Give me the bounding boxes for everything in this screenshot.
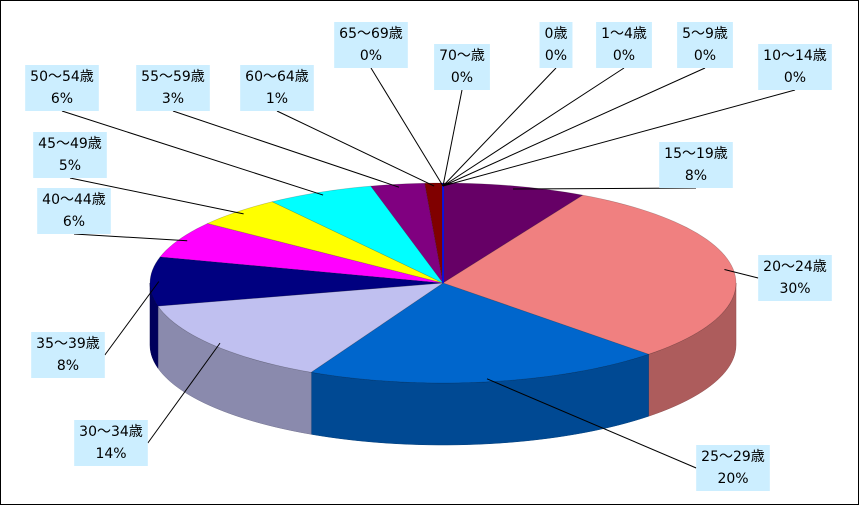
data-label: 10〜14歳 0% xyxy=(442,44,832,187)
data-label: 55〜59歳 3% xyxy=(136,65,400,188)
pie-slice xyxy=(370,182,444,284)
label-box xyxy=(758,44,832,90)
category-label: 1〜4歳 xyxy=(601,26,647,42)
data-label: 25〜29歳 20% xyxy=(486,378,770,491)
category-label: 55〜59歳 xyxy=(141,69,205,85)
value-label: 8% xyxy=(57,358,79,374)
leader-line xyxy=(442,67,706,187)
label-box xyxy=(596,22,652,68)
data-label: 60〜64歳 1% xyxy=(240,65,435,187)
data-label: 5〜9歳 0% xyxy=(442,22,733,187)
data-label: 65〜69歳 0% xyxy=(334,22,444,187)
value-label: 0% xyxy=(784,70,806,86)
value-label: 30% xyxy=(779,281,810,297)
data-label: 45〜49歳 5% xyxy=(33,132,244,215)
leader-line xyxy=(69,177,244,215)
leader-line xyxy=(486,378,697,469)
label-box xyxy=(758,255,832,301)
value-label: 5% xyxy=(59,158,81,174)
label-box xyxy=(334,22,408,68)
label-box xyxy=(240,65,314,111)
leader-line xyxy=(442,89,463,187)
category-label: 15〜19歳 xyxy=(664,146,728,162)
data-label: 50〜54歳 6% xyxy=(25,65,324,196)
data-label: 20〜24歳 30% xyxy=(724,255,832,301)
pie-slice xyxy=(206,201,444,284)
value-label: 0% xyxy=(451,70,473,86)
label-box xyxy=(37,188,111,234)
leader-line xyxy=(442,89,796,187)
label-box xyxy=(33,132,107,178)
category-label: 20〜24歳 xyxy=(763,259,827,275)
leader-line xyxy=(370,67,444,187)
value-label: 0% xyxy=(545,48,567,64)
label-box xyxy=(659,142,733,188)
leader-line xyxy=(276,110,435,187)
value-label: 20% xyxy=(717,471,748,487)
category-label: 40〜44歳 xyxy=(42,192,106,208)
pie-slice xyxy=(442,194,737,355)
label-box xyxy=(696,445,770,491)
leader-line xyxy=(73,233,188,242)
label-box xyxy=(539,22,573,68)
leader-line xyxy=(442,67,557,187)
value-label: 0% xyxy=(613,48,635,64)
pie-slice xyxy=(157,282,445,373)
data-label: 15〜19歳 8% xyxy=(512,142,733,190)
data-label: 1〜4歳 0% xyxy=(442,22,652,187)
data-label: 0歳 0% xyxy=(442,22,573,187)
leader-line xyxy=(442,67,625,187)
category-label: 35〜39歳 xyxy=(36,336,100,352)
label-box xyxy=(434,44,490,90)
value-label: 14% xyxy=(95,446,126,462)
leader-line xyxy=(147,342,221,444)
pie-slice xyxy=(310,282,650,384)
leader-line xyxy=(61,110,324,196)
data-label: 30〜34歳 14% xyxy=(74,342,221,466)
category-label: 30〜34歳 xyxy=(79,424,143,440)
label-box xyxy=(136,65,210,111)
leader-line xyxy=(512,187,697,190)
pie-slice xyxy=(149,256,444,307)
category-label: 70〜歳 xyxy=(439,48,485,64)
label-box xyxy=(74,420,148,466)
data-label: 40〜44歳 6% xyxy=(37,188,188,242)
value-label: 0% xyxy=(360,48,382,64)
pie-tops xyxy=(149,182,737,384)
value-label: 3% xyxy=(162,91,184,107)
label-box xyxy=(31,332,105,378)
data-label: 35〜39歳 8% xyxy=(31,281,160,378)
pie-slice xyxy=(159,223,444,284)
category-label: 45〜49歳 xyxy=(38,136,102,152)
category-label: 50〜54歳 xyxy=(30,69,94,85)
data-labels: 0歳 0% 1〜4歳 0% 5〜9歳 0% 10〜14歳 0% 15〜19歳 8% 20〜24歳 30… xyxy=(25,22,832,491)
category-label: 10〜14歳 xyxy=(763,48,827,64)
value-label: 8% xyxy=(685,168,707,184)
data-label: 70〜歳 0% xyxy=(434,44,490,187)
value-label: 6% xyxy=(63,214,85,230)
value-label: 0% xyxy=(694,48,716,64)
leader-line xyxy=(172,110,400,188)
label-box xyxy=(25,65,99,111)
category-label: 65〜69歳 xyxy=(339,26,403,42)
value-label: 6% xyxy=(51,91,73,107)
category-label: 25〜29歳 xyxy=(701,449,765,465)
pie-slice xyxy=(442,182,584,284)
leader-line xyxy=(104,281,160,356)
category-label: 60〜64歳 xyxy=(245,69,309,85)
pie-sides xyxy=(149,282,737,446)
value-label: 1% xyxy=(266,91,288,107)
label-box xyxy=(677,22,733,68)
leader-line xyxy=(724,268,759,279)
category-label: 5〜9歳 xyxy=(682,26,728,42)
category-label: 0歳 xyxy=(545,26,568,42)
pie-slice xyxy=(271,185,444,284)
